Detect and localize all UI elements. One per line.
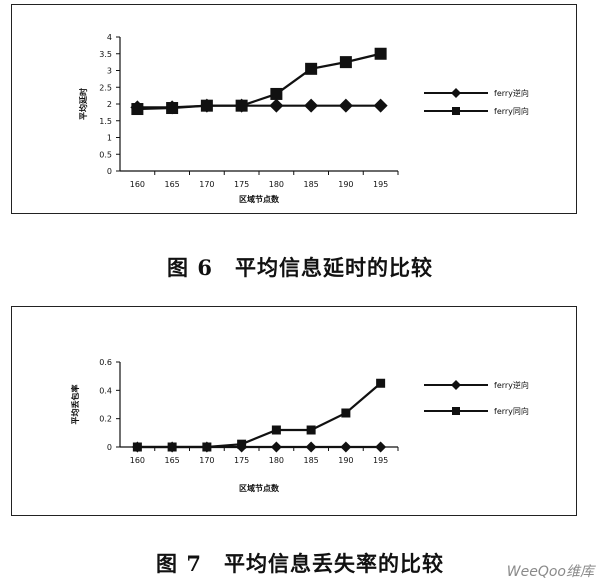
data-point [376,378,386,388]
x-axis-label: 区域节点数 [239,483,280,493]
y-axis-label: 平均延时 [78,88,88,120]
y-tick-label: 1.5 [99,117,112,126]
y-tick-label: 0.6 [99,358,112,367]
loss-rate-chart: 0 0.2 0.4 0.6 160 165 170 175 180 185 190 195 区域节点数 平… [70,358,529,493]
legend-label: ferry同向 [494,406,529,416]
y-tick-label: 0 [107,443,112,452]
legend-marker [451,88,461,98]
y-tick-label: 1 [107,134,112,143]
x-tick-label: 195 [373,456,388,465]
data-point [166,102,179,115]
data-point [339,56,352,69]
data-point [131,103,144,116]
legend-label: ferry同向 [494,106,529,116]
x-tick-label: 180 [269,180,284,189]
x-tick-label: 195 [373,180,388,189]
legend-marker [452,407,460,415]
x-tick-label: 175 [234,456,249,465]
x-tick-label: 190 [338,456,353,465]
data-point [271,425,281,435]
data-point [270,441,282,453]
data-point [132,442,142,452]
x-tick-label: 165 [164,180,179,189]
y-axis-label: 平均丢包率 [70,385,80,425]
data-point [306,425,316,435]
chart-panel-1: 0 0.5 1 1.5 2 2.5 3 3.5 4 160 165 170 175 180 185 190 19… [11,4,577,214]
data-point [202,442,212,452]
y-tick-label: 3.5 [99,50,112,59]
legend-marker [451,380,461,390]
legend-marker [452,107,460,115]
x-tick-label: 170 [199,180,214,189]
y-tick-label: 0.4 [99,386,112,395]
chart-panel-2: 0 0.2 0.4 0.6 160 165 170 175 180 185 190 195 区域节点数 平… [11,306,577,516]
x-tick-label: 165 [164,456,179,465]
figure-6-caption: 图 6 平均信息延时的比较 [167,255,433,280]
x-tick-label: 180 [269,456,284,465]
legend-label: ferry逆向 [494,88,529,98]
x-tick-label: 160 [130,456,145,465]
data-point [200,99,213,112]
x-tick-label: 190 [338,180,353,189]
data-point [305,441,317,453]
data-point [374,47,387,60]
x-tick-label: 160 [130,180,145,189]
y-tick-label: 0.5 [99,150,112,159]
data-point [341,408,351,418]
data-point [270,87,283,100]
data-point [237,439,247,449]
y-tick-label: 3 [107,67,112,76]
data-point [304,98,319,113]
x-tick-label: 175 [234,180,249,189]
y-tick-label: 0 [107,167,112,176]
y-tick-label: 0.2 [99,415,112,424]
watermark-logo: WeeQoo维库 [506,564,594,580]
delay-chart: 0 0.5 1 1.5 2 2.5 3 3.5 4 160 165 170 175 180 185 190 19… [78,33,529,204]
legend-label: ferry逆向 [494,380,529,390]
data-point [269,98,284,113]
data-point [167,442,177,452]
data-point [235,99,248,112]
data-point [373,98,388,113]
figure-7-caption: 图 7 平均信息丢失率的比较 [156,551,444,576]
series-line [137,382,382,449]
data-point [375,441,387,453]
y-tick-label: 2.5 [99,83,112,92]
x-tick-label: 185 [303,456,318,465]
y-tick-label: 4 [107,33,112,42]
x-tick-label: 185 [303,180,318,189]
y-tick-label: 2 [107,100,112,109]
data-point [305,62,318,75]
data-point [338,98,353,113]
x-axis-label: 区域节点数 [239,194,280,204]
data-point [340,441,352,453]
x-tick-label: 170 [199,456,214,465]
